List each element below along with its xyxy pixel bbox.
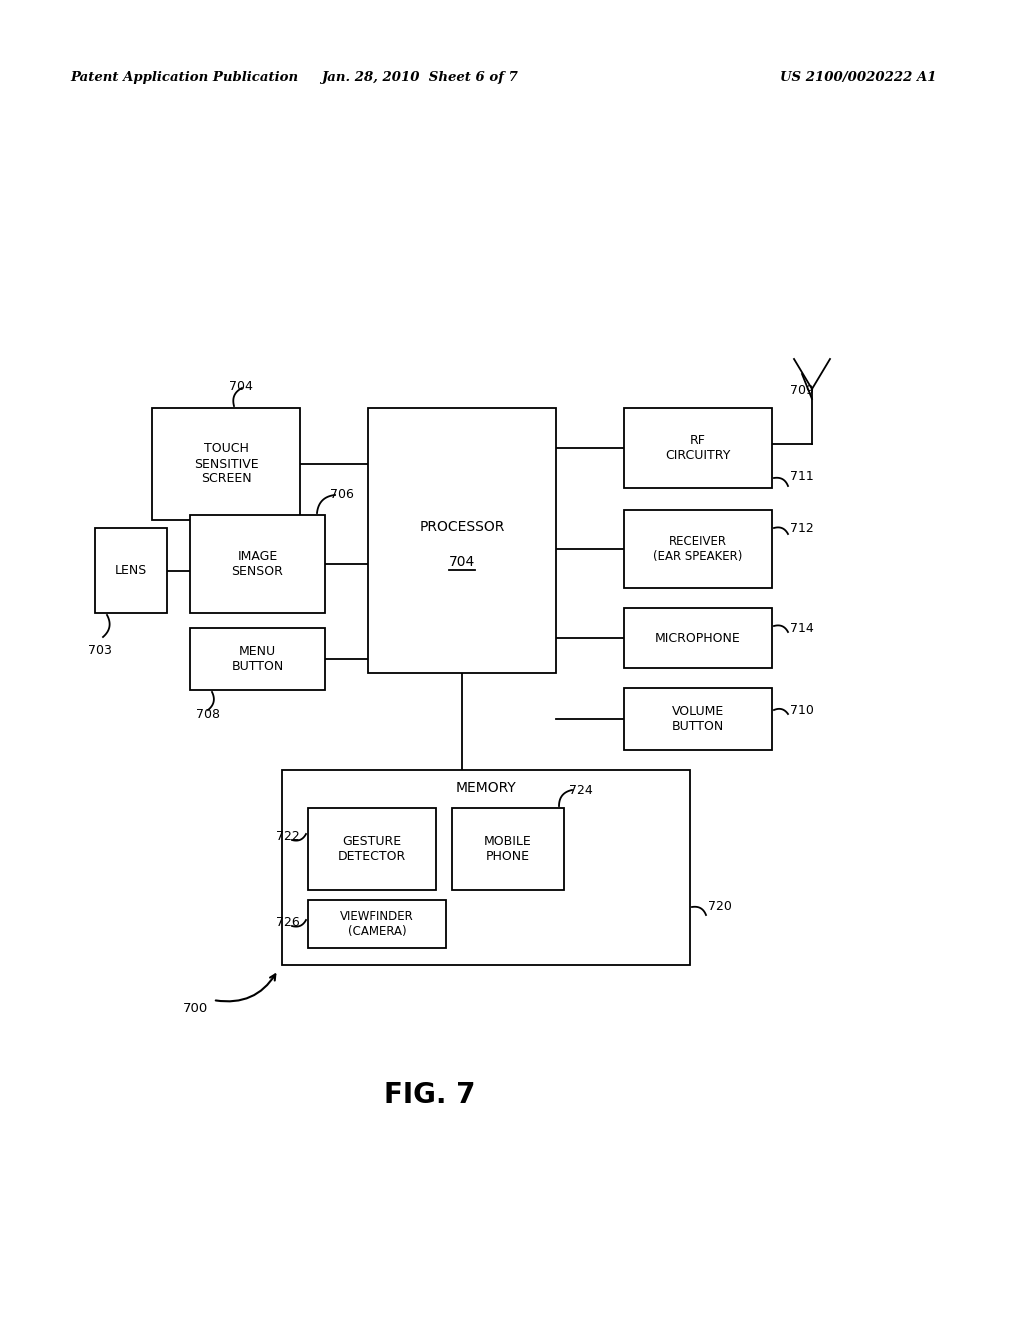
Text: 724: 724 <box>569 784 593 796</box>
Text: 704: 704 <box>449 554 475 569</box>
Text: 703: 703 <box>88 644 112 657</box>
Bar <box>308 808 436 890</box>
Text: Jan. 28, 2010  Sheet 6 of 7: Jan. 28, 2010 Sheet 6 of 7 <box>322 71 518 84</box>
Text: 726: 726 <box>276 916 300 928</box>
Bar <box>368 408 556 673</box>
Bar <box>624 408 772 488</box>
Bar <box>308 900 446 948</box>
Text: US 2100/0020222 A1: US 2100/0020222 A1 <box>780 71 937 84</box>
Text: FIG. 7: FIG. 7 <box>384 1081 476 1109</box>
Text: 706: 706 <box>330 488 354 502</box>
Text: 708: 708 <box>196 708 220 721</box>
Text: 720: 720 <box>708 900 732 913</box>
Text: 712: 712 <box>790 521 814 535</box>
Text: 722: 722 <box>276 829 300 842</box>
Bar <box>190 515 325 612</box>
Bar <box>282 770 690 965</box>
Text: VOLUME
BUTTON: VOLUME BUTTON <box>672 705 724 733</box>
Bar <box>624 609 772 668</box>
Text: GESTURE
DETECTOR: GESTURE DETECTOR <box>338 836 407 863</box>
Text: TOUCH
SENSITIVE
SCREEN: TOUCH SENSITIVE SCREEN <box>194 442 258 486</box>
Text: PROCESSOR: PROCESSOR <box>419 520 505 535</box>
Text: MENU
BUTTON: MENU BUTTON <box>231 645 284 673</box>
Bar <box>624 510 772 587</box>
Text: MEMORY: MEMORY <box>456 781 516 795</box>
Text: 711: 711 <box>790 470 814 483</box>
Text: MOBILE
PHONE: MOBILE PHONE <box>484 836 531 863</box>
Bar <box>452 808 564 890</box>
Text: RF
CIRCUITRY: RF CIRCUITRY <box>666 434 731 462</box>
Text: VIEWFINDER
(CAMERA): VIEWFINDER (CAMERA) <box>340 909 414 939</box>
Text: 714: 714 <box>790 622 814 635</box>
Bar <box>624 688 772 750</box>
Text: 710: 710 <box>790 704 814 717</box>
Text: MICROPHONE: MICROPHONE <box>655 631 741 644</box>
Bar <box>95 528 167 612</box>
Text: 700: 700 <box>182 1002 208 1015</box>
Bar <box>152 408 300 520</box>
Text: Patent Application Publication: Patent Application Publication <box>70 71 298 84</box>
Text: 709: 709 <box>790 384 814 396</box>
Bar <box>190 628 325 690</box>
Text: RECEIVER
(EAR SPEAKER): RECEIVER (EAR SPEAKER) <box>653 535 742 564</box>
Text: 704: 704 <box>229 380 253 392</box>
Text: LENS: LENS <box>115 564 147 577</box>
Text: IMAGE
SENSOR: IMAGE SENSOR <box>231 550 284 578</box>
